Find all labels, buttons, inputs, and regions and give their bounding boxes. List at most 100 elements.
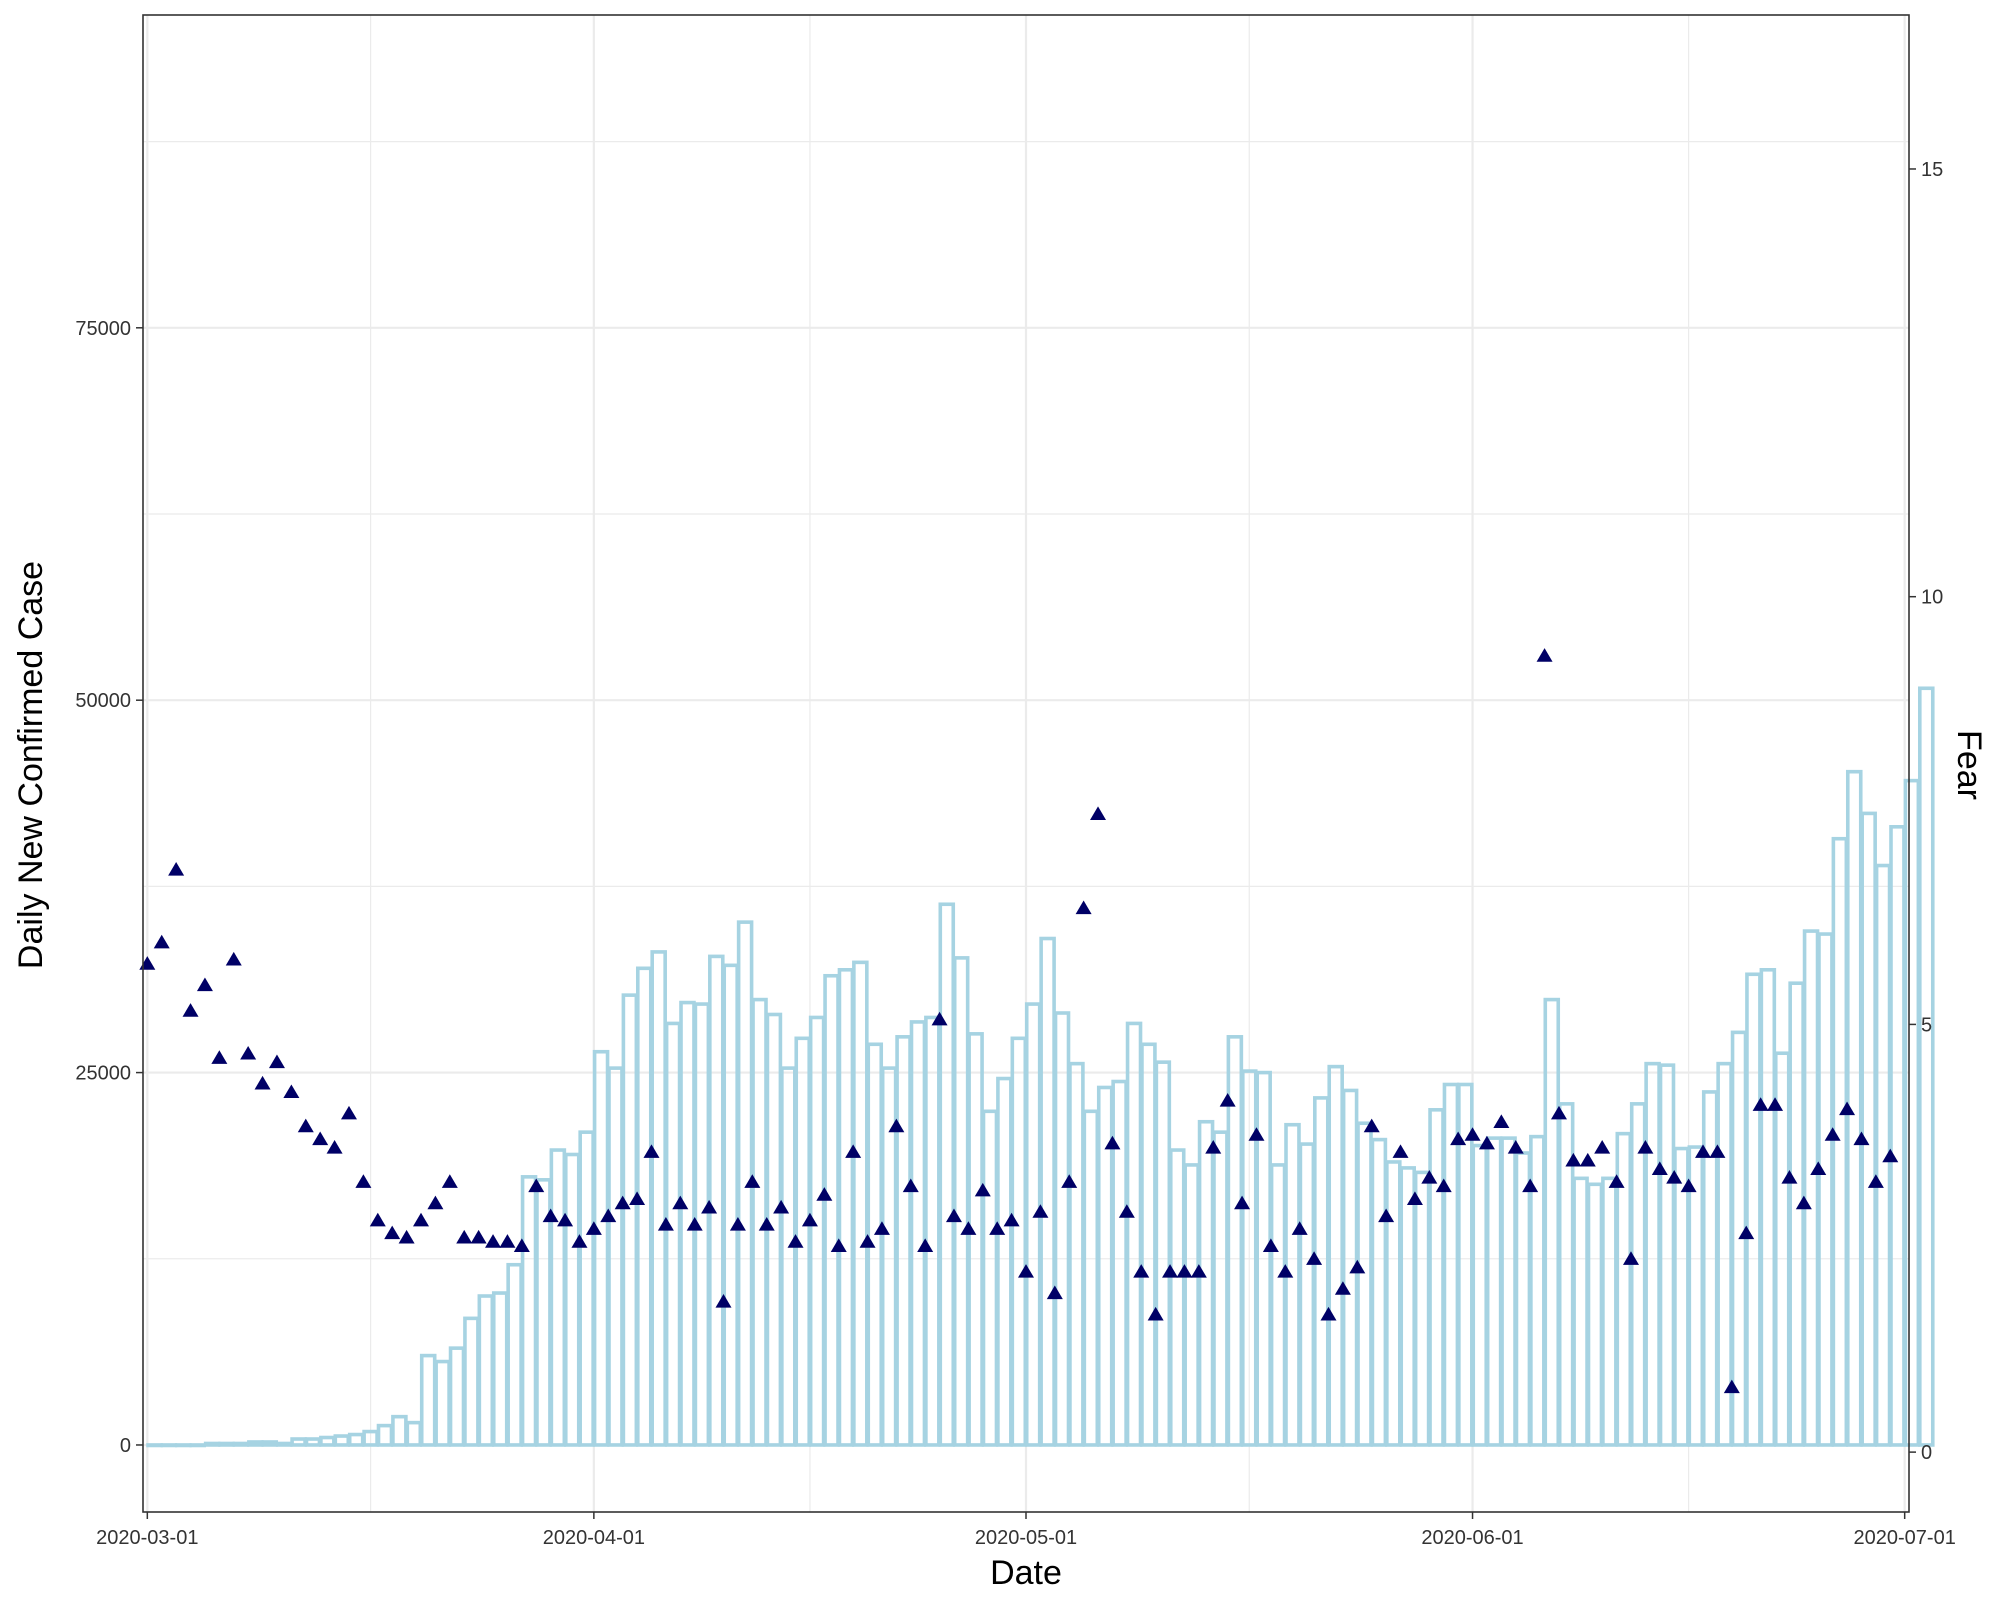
point-triangle bbox=[1147, 1306, 1164, 1321]
point-triangle bbox=[1594, 1140, 1611, 1154]
point-triangle bbox=[1075, 900, 1092, 915]
point-triangle bbox=[1421, 1169, 1438, 1184]
point-triangle bbox=[657, 1217, 674, 1231]
point-triangle bbox=[1334, 1281, 1351, 1295]
point-triangle bbox=[1118, 1204, 1135, 1218]
point-triangle bbox=[456, 1229, 473, 1244]
point-triangle bbox=[902, 1178, 919, 1193]
point-triangle bbox=[1738, 1225, 1755, 1240]
point-triangle bbox=[1550, 1105, 1567, 1120]
point-triangle bbox=[1190, 1264, 1207, 1278]
point-triangle bbox=[413, 1212, 430, 1227]
point-triangle bbox=[369, 1212, 386, 1227]
point-triangle bbox=[1234, 1195, 1251, 1210]
point-triangle bbox=[643, 1144, 660, 1158]
bar bbox=[261, 1440, 279, 1447]
point-triangle bbox=[225, 951, 242, 966]
point-triangle bbox=[787, 1234, 804, 1248]
point-triangle bbox=[1579, 1152, 1596, 1167]
point-triangle bbox=[672, 1195, 689, 1210]
point-triangle bbox=[1839, 1101, 1856, 1116]
point-triangle bbox=[1651, 1161, 1668, 1176]
point-triangle bbox=[340, 1105, 357, 1120]
point-triangle bbox=[1363, 1118, 1380, 1133]
point-triangle bbox=[1666, 1169, 1683, 1184]
bar bbox=[218, 1441, 235, 1447]
y2-axis-title: Fear bbox=[1950, 730, 1988, 800]
point-triangle bbox=[744, 1174, 761, 1188]
point-triangle bbox=[1349, 1259, 1366, 1274]
point-triangle bbox=[873, 1221, 890, 1235]
point-triangle bbox=[470, 1229, 487, 1244]
point-triangle bbox=[1392, 1144, 1409, 1158]
point-triangle bbox=[859, 1234, 876, 1248]
x-tick-label: 2020-03-01 bbox=[96, 1527, 198, 1549]
point-triangle bbox=[1162, 1264, 1179, 1278]
bar bbox=[175, 1443, 192, 1448]
x-axis-title: Date bbox=[990, 1554, 1062, 1592]
right-axis: 0 5 10 15 bbox=[1909, 159, 1943, 1464]
point-triangle bbox=[196, 977, 213, 992]
point-triangle bbox=[1882, 1148, 1899, 1163]
point-triangle bbox=[427, 1195, 444, 1210]
point-triangle bbox=[1853, 1131, 1870, 1146]
point-triangle bbox=[1752, 1097, 1769, 1111]
point-triangle bbox=[1781, 1169, 1798, 1184]
point-triangle bbox=[326, 1140, 343, 1154]
point-triangle bbox=[297, 1118, 314, 1133]
point-triangle bbox=[1464, 1127, 1481, 1141]
point-triangle bbox=[1695, 1144, 1712, 1158]
point-triangle bbox=[1003, 1212, 1020, 1227]
point-triangle bbox=[240, 1045, 257, 1060]
point-triangle bbox=[974, 1182, 991, 1197]
point-triangle bbox=[816, 1187, 833, 1201]
point-triangle bbox=[1104, 1135, 1121, 1150]
point-triangle bbox=[686, 1217, 703, 1231]
y-tick-label: 75000 bbox=[75, 318, 131, 340]
point-triangle bbox=[1018, 1264, 1034, 1278]
points-layer bbox=[139, 648, 1899, 1394]
point-triangle bbox=[830, 1238, 847, 1253]
y-tick-label: 50000 bbox=[75, 690, 131, 712]
bar bbox=[1918, 686, 1935, 1447]
point-triangle bbox=[182, 1003, 199, 1017]
point-triangle bbox=[701, 1199, 718, 1214]
point-triangle bbox=[1277, 1264, 1294, 1278]
point-triangle bbox=[888, 1118, 905, 1133]
bar bbox=[247, 1440, 264, 1447]
point-triangle bbox=[542, 1208, 559, 1223]
point-triangle bbox=[1435, 1178, 1452, 1193]
point-triangle bbox=[254, 1075, 271, 1090]
point-triangle bbox=[1709, 1144, 1726, 1158]
point-triangle bbox=[1378, 1208, 1395, 1223]
point-triangle bbox=[758, 1217, 775, 1231]
y-tick-label: 0 bbox=[120, 1435, 131, 1457]
point-triangle bbox=[571, 1234, 588, 1248]
y-tick-label: 25000 bbox=[75, 1063, 131, 1085]
point-triangle bbox=[1046, 1285, 1063, 1300]
bar bbox=[232, 1441, 250, 1447]
point-triangle bbox=[1291, 1221, 1308, 1235]
point-triangle bbox=[1032, 1204, 1049, 1218]
bar bbox=[203, 1441, 221, 1447]
point-triangle bbox=[1306, 1251, 1323, 1265]
point-triangle bbox=[845, 1144, 862, 1158]
y-axis-title: Daily New Confirmed Case bbox=[12, 561, 50, 969]
bar bbox=[160, 1443, 178, 1448]
point-triangle bbox=[398, 1229, 415, 1244]
point-triangle bbox=[960, 1221, 977, 1235]
point-triangle bbox=[917, 1238, 934, 1253]
x-tick-label: 2020-07-01 bbox=[1854, 1527, 1956, 1549]
point-triangle bbox=[312, 1131, 329, 1146]
y2-tick-label: 0 bbox=[1921, 1442, 1932, 1464]
point-triangle bbox=[773, 1199, 790, 1214]
point-triangle bbox=[513, 1238, 530, 1253]
point-triangle bbox=[268, 1054, 285, 1069]
point-triangle bbox=[1133, 1264, 1150, 1278]
x-tick-label: 2020-06-01 bbox=[1421, 1527, 1523, 1549]
point-triangle bbox=[211, 1050, 228, 1064]
left-axis: 0 25000 50000 75000 bbox=[75, 318, 143, 1457]
point-triangle bbox=[1450, 1131, 1467, 1146]
